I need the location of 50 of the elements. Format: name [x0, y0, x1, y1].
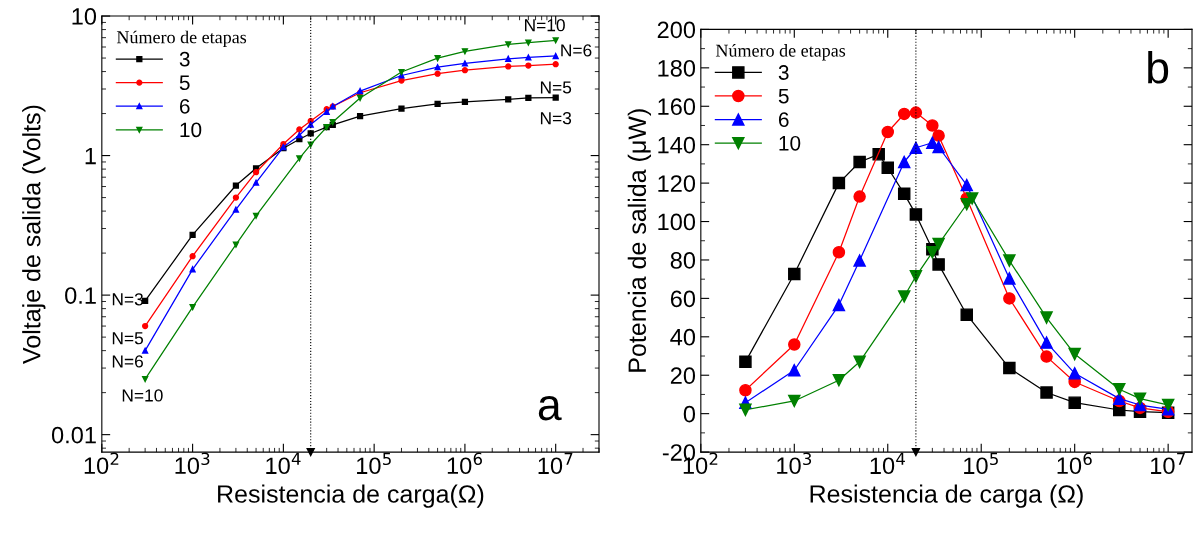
x-tick-label: 10$^{7}$: [1151, 452, 1185, 475]
y-tick-label: 200: [657, 21, 696, 39]
annotation: N=6: [561, 44, 592, 57]
x-tick-label: 10$^{7}$: [538, 452, 573, 475]
legend-label: 5: [179, 75, 190, 91]
x-tick-label: 10$^{4}$: [266, 452, 301, 475]
y-tick-label: 0.01: [51, 426, 96, 444]
x-tick-label: 10$^{6}$: [447, 452, 482, 475]
legend-label: 3: [778, 65, 789, 80]
annotation: a: [538, 396, 562, 421]
annotation: b: [1148, 50, 1169, 84]
y-tick-label: 0.1: [65, 287, 96, 304]
legend-label: 10: [779, 135, 801, 151]
y-tick-label: 180: [658, 59, 696, 77]
y-tick-label: 120: [658, 175, 696, 192]
x-tick-label: 10$^{4}$: [870, 452, 905, 475]
x-tick-label: 10$^{3}$: [777, 452, 812, 475]
y-tick-label: 80: [670, 252, 696, 269]
y-tick-label: 40: [670, 328, 696, 346]
legend-title: Número de etapas: [715, 44, 846, 61]
y-tick-label: 1: [85, 147, 96, 165]
y-tick-label: 10: [72, 8, 97, 25]
legend-label: 6: [778, 112, 789, 128]
annotation: N=3: [540, 112, 572, 125]
y-tick-label: 0: [683, 405, 696, 423]
legend-label: 10: [180, 122, 202, 138]
annotation: N=6: [112, 355, 143, 368]
x-tick-label: 10$^{2}$: [84, 452, 119, 475]
x-tick-label: 10$^{6}$: [1057, 452, 1092, 475]
annotation: N=5: [540, 81, 572, 94]
legend-label: 5: [778, 88, 789, 104]
y-axis-title: Voltaje de salida (Volts): [22, 105, 46, 364]
y-axis-title: Potencia de salida (μW): [627, 109, 652, 372]
x-tick-label: 10$^{3}$: [175, 452, 210, 475]
annotation: N=5: [112, 332, 144, 345]
x-axis-title: Resistencia de carga(Ω): [218, 484, 484, 508]
y-tick-label: 160: [658, 98, 696, 116]
annotation: N=10: [122, 389, 163, 402]
x-tick-label: 10$^{5}$: [357, 452, 391, 475]
y-tick-label: 100: [658, 213, 696, 231]
y-tick-label: 140: [658, 136, 696, 154]
x-axis-title: Resistencia de carga (Ω): [810, 484, 1083, 508]
legend-title: Número de etapas: [116, 30, 247, 48]
legend-label: 6: [179, 98, 190, 114]
legend-label: 3: [179, 51, 190, 67]
annotation: N=3: [112, 293, 143, 306]
y-tick-label: 20: [670, 367, 696, 385]
x-tick-label: 10$^{5}$: [964, 452, 998, 475]
y-tick-label: 60: [670, 290, 696, 308]
annotation: N=10: [525, 19, 565, 32]
